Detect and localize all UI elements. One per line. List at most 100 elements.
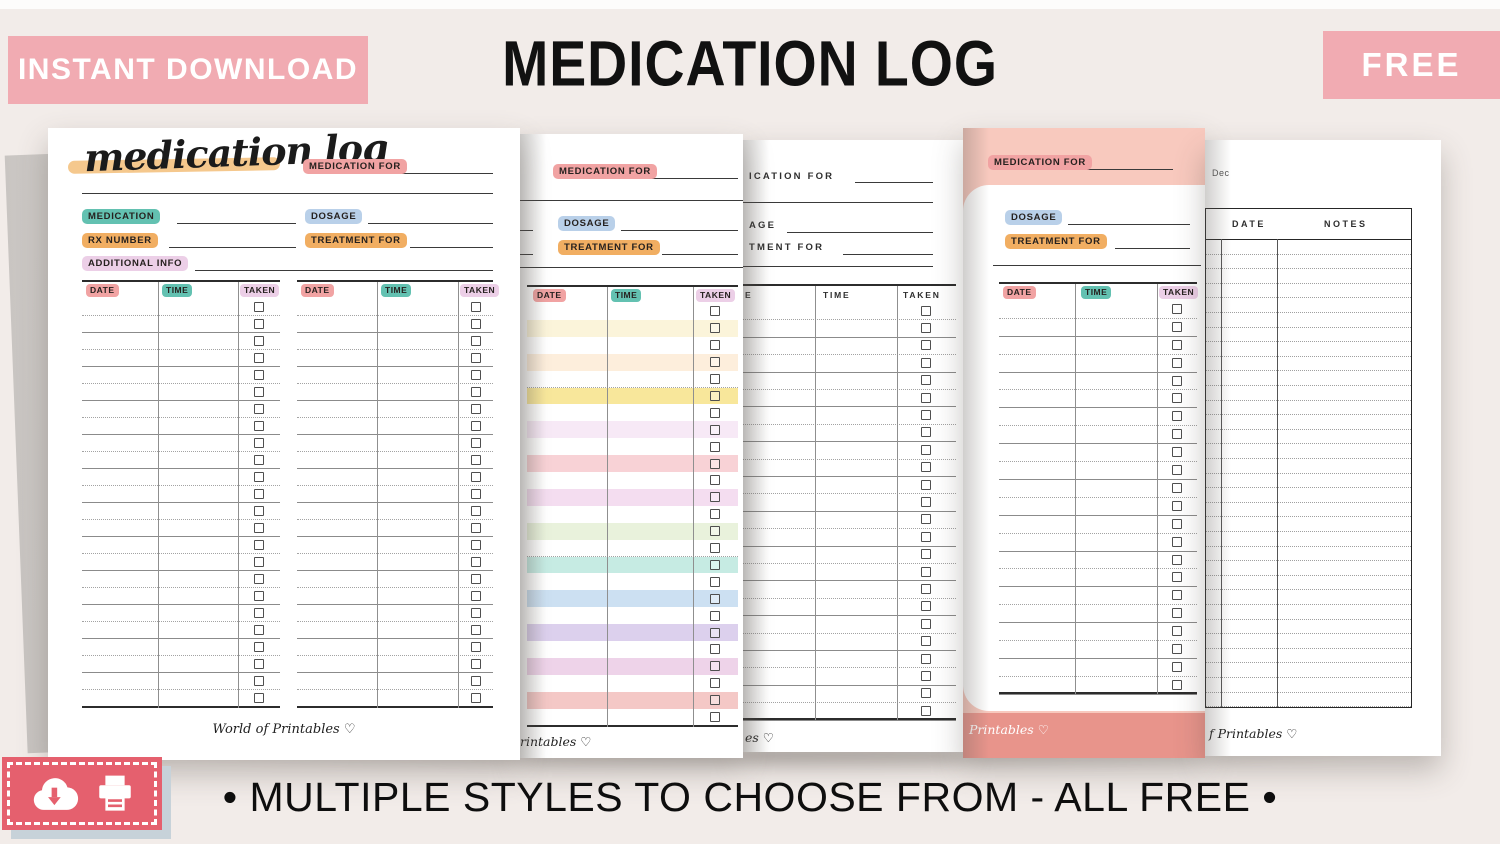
table-row (743, 546, 956, 564)
page-title: MEDICATION LOG (502, 28, 998, 100)
column-header-notes: NOTES (1324, 219, 1368, 229)
column-header-time: TIME (1081, 286, 1112, 299)
taken-checkbox (471, 437, 481, 448)
table-row (999, 569, 1197, 588)
table-row (743, 476, 956, 495)
taken-checkbox (921, 514, 931, 525)
taken-checkbox (921, 531, 931, 542)
table-row (743, 511, 956, 530)
taken-checkbox (710, 543, 720, 554)
taken-checkbox (254, 505, 264, 516)
taken-checkbox (471, 454, 481, 465)
taken-checkbox (254, 301, 264, 312)
instant-download-badge[interactable]: INSTANT DOWNLOAD (8, 36, 368, 104)
table-row (1206, 458, 1411, 474)
taken-checkbox (471, 522, 481, 533)
taken-checkbox (471, 505, 481, 516)
taken-checkbox (921, 653, 931, 664)
free-badge[interactable]: FREE (1323, 31, 1500, 99)
table-row (527, 573, 738, 592)
field-line (520, 230, 533, 231)
log-table-left: DATE TIME TAKEN (82, 280, 280, 708)
table-row (297, 298, 493, 316)
table-row (82, 400, 280, 418)
taken-checkbox (471, 471, 481, 482)
printable-page-3: ICATION FOR AGE TMENT FOR E TIME TAKEN e… (743, 140, 963, 752)
column-divider (158, 282, 159, 708)
column-divider (458, 282, 459, 708)
table-row (1206, 589, 1411, 605)
taken-checkbox (921, 444, 931, 455)
taken-checkbox (254, 607, 264, 618)
table-row (297, 655, 493, 673)
taken-checkbox (921, 688, 931, 699)
taken-checkbox (254, 403, 264, 414)
notes-table: DATE NOTES (1205, 208, 1412, 708)
field-line (368, 223, 493, 224)
taken-checkbox (921, 479, 931, 490)
taken-checkbox (1172, 411, 1182, 422)
table-row (1206, 370, 1411, 386)
table-row (527, 590, 738, 609)
table-row (743, 302, 956, 321)
table-row (1206, 297, 1411, 313)
field-line (621, 230, 738, 231)
taken-checkbox (254, 624, 264, 635)
table-row (999, 390, 1197, 409)
table-row (1206, 677, 1411, 693)
column-divider (693, 287, 694, 727)
table-row (999, 622, 1197, 642)
taken-checkbox (471, 369, 481, 380)
column-divider (607, 287, 608, 727)
field-label-treatment-for: TREATMENT FOR (558, 240, 660, 255)
taken-checkbox (254, 556, 264, 567)
taken-checkbox (254, 420, 264, 431)
column-header-time: TIME (823, 290, 851, 300)
field-line (410, 247, 493, 248)
table-row (999, 586, 1197, 606)
taken-checkbox (921, 497, 931, 508)
download-print-box[interactable] (2, 757, 162, 830)
taken-checkbox (921, 705, 931, 716)
table-row (527, 674, 738, 693)
table-row (82, 434, 280, 452)
taken-checkbox (1172, 554, 1182, 565)
taken-checkbox (921, 462, 931, 473)
column-header-date: DATE (301, 284, 334, 297)
table-row (999, 461, 1197, 480)
column-header-time: TIME (381, 284, 412, 297)
taken-checkbox (710, 695, 720, 706)
table-row (743, 493, 956, 512)
table-bottom-border (743, 718, 956, 720)
dashed-border (7, 762, 157, 825)
table-row (527, 539, 738, 558)
field-line (520, 200, 743, 201)
top-strip (0, 0, 1500, 9)
table-row (1206, 414, 1411, 430)
taken-checkbox (710, 593, 720, 604)
field-label-treatment-for: TREATMENT FOR (305, 233, 407, 248)
table-row (82, 366, 280, 384)
table-bottom-border (527, 725, 738, 727)
table-row (1206, 356, 1411, 372)
brand-signature-fragment: Printables ♡ (969, 722, 1049, 737)
table-row (297, 672, 493, 690)
column-header-date: DATE (86, 284, 119, 297)
table-row (297, 468, 493, 486)
field-line (640, 178, 738, 179)
taken-checkbox (921, 601, 931, 612)
table-row (82, 298, 280, 316)
table-row (1206, 283, 1411, 299)
cloud-download-icon (28, 775, 80, 813)
table-row (297, 315, 493, 333)
table-row (1206, 429, 1411, 445)
column-divider (238, 282, 239, 708)
table-row (743, 459, 956, 477)
table-row (743, 389, 956, 408)
field-label-medication-for: MEDICATION FOR (553, 164, 657, 179)
printer-icon (94, 773, 136, 815)
brand-signature-fragment: es ♡ (745, 730, 774, 745)
log-table: DATE TIME TAKEN (999, 282, 1199, 695)
table-row (297, 417, 493, 435)
field-label-dosage: AGE (749, 220, 777, 231)
